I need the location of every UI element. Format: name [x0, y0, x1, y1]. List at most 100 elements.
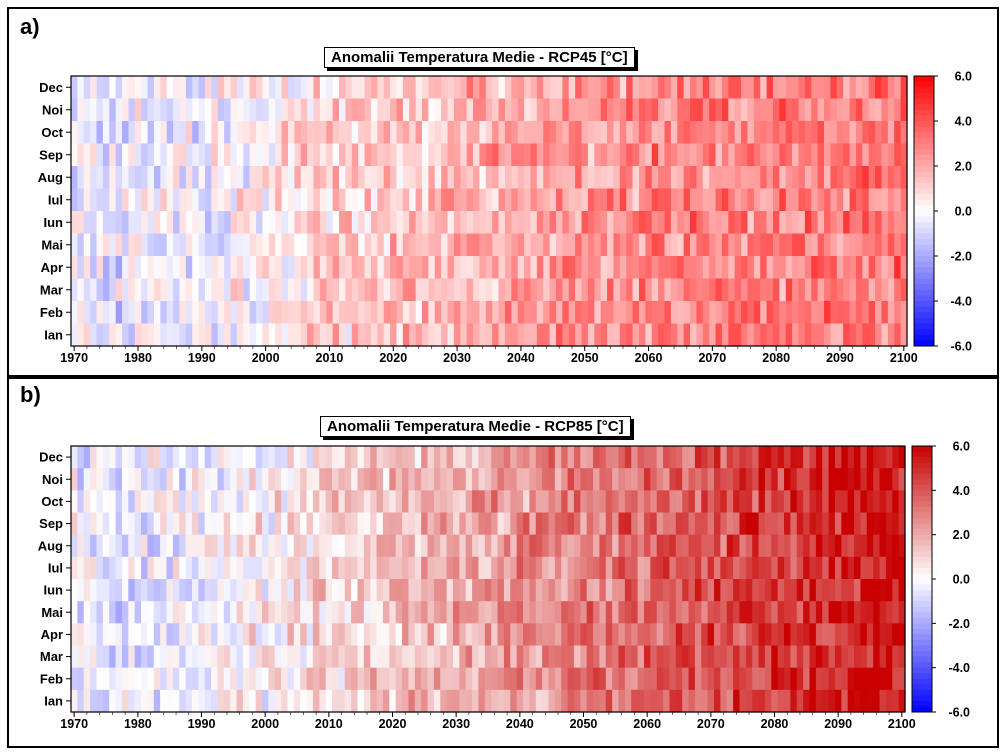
heatmap-cell [682, 645, 690, 669]
heatmap-cell [631, 623, 639, 647]
heatmap-cell [472, 534, 480, 558]
heatmap-cell [217, 233, 225, 257]
heatmap-cell [453, 188, 461, 212]
heatmap-cell [707, 534, 715, 558]
heatmap-cell [516, 623, 524, 647]
heatmap-cell [613, 233, 621, 257]
heatmap-cell [683, 76, 691, 100]
heatmap-cell [561, 623, 569, 647]
heatmap-cell [446, 556, 454, 580]
heatmap-cell [626, 323, 634, 347]
heatmap-cell [605, 645, 613, 669]
heatmap-cell [632, 323, 640, 347]
heatmap-cell [275, 233, 283, 257]
heatmap-cell [421, 490, 429, 514]
heatmap-cell [855, 211, 863, 235]
heatmap-cell [822, 534, 830, 558]
heatmap-cell [134, 512, 142, 536]
heatmap-cell [287, 446, 295, 469]
heatmap-cell [733, 468, 741, 491]
heatmap-cell [230, 233, 238, 257]
heatmap-cell [281, 301, 289, 325]
heatmap-cell [179, 256, 187, 280]
heatmap-cell [796, 468, 804, 491]
heatmap-cell [217, 512, 225, 536]
heatmap-cell [249, 623, 257, 647]
heatmap-cell [593, 556, 601, 580]
heatmap-cell [166, 689, 174, 713]
heatmap-cell [191, 623, 199, 647]
heatmap-cell [879, 601, 887, 624]
heatmap-cell [618, 645, 626, 669]
heatmap-cell [466, 188, 474, 212]
heatmap-cell [115, 468, 123, 491]
heatmap-cell [741, 76, 749, 100]
heatmap-cell [567, 645, 575, 669]
heatmap-cell [153, 121, 161, 145]
heatmap-cell [223, 490, 231, 514]
heatmap-cell [102, 645, 110, 669]
colorbar-label: 2.0 [953, 528, 970, 542]
heatmap-cell [115, 623, 123, 647]
heatmap-cell [224, 323, 232, 347]
heatmap-cell [306, 667, 314, 691]
heatmap-cell [694, 579, 702, 602]
heatmap-cell [173, 76, 181, 100]
heatmap-cell [261, 534, 269, 558]
heatmap-cell [357, 534, 365, 558]
heatmap-cell [510, 689, 518, 713]
heatmap-cell [543, 301, 551, 325]
heatmap-cell [427, 468, 435, 491]
heatmap-cell [102, 188, 110, 212]
heatmap-cell [645, 143, 653, 167]
heatmap-cell [860, 490, 868, 514]
heatmap-cell [83, 556, 91, 580]
heatmap-cell [243, 98, 251, 122]
heatmap-cell [777, 601, 785, 624]
heatmap-cell [760, 76, 768, 100]
heatmap-cell [441, 76, 449, 100]
heatmap-cell [677, 278, 685, 302]
heatmap-cell [77, 579, 85, 602]
heatmap-cell [121, 468, 129, 491]
heatmap-cell [650, 512, 658, 536]
heatmap-cell [715, 256, 723, 280]
heatmap-cell [784, 468, 792, 491]
heatmap-cell [709, 278, 717, 302]
heatmap-cell [542, 512, 550, 536]
heatmap-cell [760, 211, 768, 235]
heatmap-cell [472, 446, 480, 469]
heatmap-cell [217, 689, 225, 713]
heatmap-cell [415, 323, 423, 347]
heatmap-cell [173, 233, 181, 257]
heatmap-cell [338, 490, 346, 514]
heatmap-cell [771, 512, 779, 536]
heatmap-cell [715, 166, 723, 190]
heatmap-cell [446, 623, 454, 647]
heatmap-cell [777, 512, 785, 536]
heatmap-cell [440, 512, 448, 536]
heatmap-cell [382, 556, 390, 580]
heatmap-cell [249, 143, 257, 167]
heatmap-cell [249, 446, 257, 469]
heatmap-cell [745, 446, 753, 469]
heatmap-cell [804, 143, 812, 167]
heatmap-cell [96, 211, 104, 235]
heatmap-cell [249, 278, 257, 302]
heatmap-cell [319, 512, 327, 536]
heatmap-cell [792, 323, 800, 347]
heatmap-cell [556, 143, 563, 167]
heatmap-cell [492, 121, 500, 145]
heatmap-cell [790, 468, 798, 491]
heatmap-cell [230, 278, 238, 302]
heatmap-cell [709, 98, 717, 122]
heatmap-cell [409, 323, 417, 347]
heatmap-cell [141, 76, 149, 100]
heatmap-cell [721, 98, 729, 122]
heatmap-cell [516, 446, 524, 469]
heatmap-cell [459, 512, 467, 536]
heatmap-cell [830, 278, 838, 302]
heatmap-cell [790, 534, 798, 558]
heatmap-cell [881, 233, 889, 257]
heatmap-cell [242, 556, 250, 580]
